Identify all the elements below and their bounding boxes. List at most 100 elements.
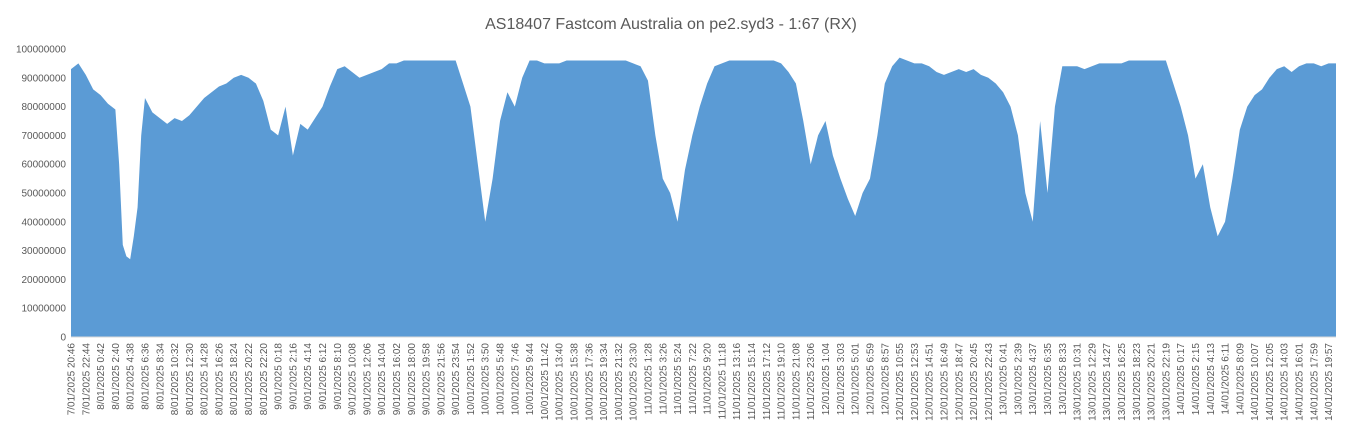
x-tick-label: 12/01/2025 20:45 [969, 343, 980, 421]
y-tick-label: 100000000 [16, 45, 66, 56]
x-tick-label: 11/01/2025 13:16 [732, 343, 743, 421]
x-tick-label: 11/01/2025 23:06 [806, 343, 817, 421]
x-tick-label: 9/01/2025 23:54 [451, 343, 462, 416]
x-tick-label: 8/01/2025 0:42 [96, 343, 107, 410]
x-tick-label: 14/01/2025 19:57 [1324, 343, 1335, 421]
x-tick-label: 11/01/2025 11:18 [717, 343, 728, 420]
y-tick-label: 10000000 [22, 304, 67, 315]
x-tick-label: 13/01/2025 2:39 [1013, 343, 1024, 416]
x-tick-label: 13/01/2025 4:37 [1028, 343, 1039, 416]
x-tick-label: 9/01/2025 4:14 [303, 343, 314, 410]
x-tick-label: 14/01/2025 16:01 [1295, 343, 1306, 421]
x-tick-label: 13/01/2025 20:21 [1147, 343, 1158, 421]
x-tick-label: 9/01/2025 12:06 [362, 343, 373, 416]
x-tick-label: 12/01/2025 16:49 [939, 343, 950, 421]
x-tick-label: 10/01/2025 13:40 [555, 343, 566, 421]
x-tick-label: 8/01/2025 14:28 [200, 343, 211, 416]
x-tick-label: 9/01/2025 6:12 [318, 343, 329, 410]
x-tick-label: 12/01/2025 10:55 [895, 343, 906, 421]
x-tick-label: 14/01/2025 0:17 [1176, 343, 1187, 416]
y-tick-label: 60000000 [22, 160, 67, 171]
y-tick-label: 20000000 [22, 275, 67, 286]
x-tick-label: 8/01/2025 12:30 [185, 343, 196, 416]
x-tick-label: 11/01/2025 17:12 [762, 343, 773, 421]
x-tick-label: 14/01/2025 6:11 [1221, 343, 1232, 415]
x-tick-label: 9/01/2025 10:08 [348, 343, 359, 416]
x-tick-label: 14/01/2025 8:09 [1235, 343, 1246, 416]
x-tick-label: 11/01/2025 21:08 [791, 343, 802, 421]
x-tick-label: 13/01/2025 10:31 [1073, 343, 1084, 421]
x-tick-label: 13/01/2025 16:25 [1117, 343, 1128, 421]
x-tick-label: 9/01/2025 2:16 [288, 343, 299, 410]
x-tick-label: 12/01/2025 1:04 [821, 343, 832, 416]
plot-area [71, 57, 1336, 337]
x-tick-label: 8/01/2025 16:26 [214, 343, 225, 416]
x-tick-label: 13/01/2025 6:35 [1043, 343, 1054, 416]
series-area [71, 57, 1336, 337]
x-tick-label: 13/01/2025 0:41 [999, 343, 1010, 416]
x-tick-label: 13/01/2025 8:33 [1058, 343, 1069, 416]
x-tick-label: 8/01/2025 18:24 [229, 343, 240, 416]
x-tick-label: 12/01/2025 3:03 [836, 343, 847, 416]
x-tick-label: 10/01/2025 11:42 [540, 343, 551, 421]
x-tick-label: 12/01/2025 12:53 [910, 343, 921, 421]
x-tick-label: 14/01/2025 14:03 [1280, 343, 1291, 421]
x-tick-label: 9/01/2025 0:18 [274, 343, 285, 410]
x-tick-label: 8/01/2025 2:40 [111, 343, 122, 410]
x-tick-label: 8/01/2025 22:20 [259, 343, 270, 416]
x-tick-label: 10/01/2025 21:32 [614, 343, 625, 421]
x-tick-label: 13/01/2025 12:29 [1087, 343, 1098, 421]
x-tick-label: 10/01/2025 15:38 [569, 343, 580, 421]
x-tick-label: 10/01/2025 23:30 [629, 343, 640, 421]
x-tick-label: 10/01/2025 5:48 [496, 343, 507, 416]
x-tick-label: 10/01/2025 9:44 [525, 343, 536, 416]
x-tick-label: 13/01/2025 22:19 [1161, 343, 1172, 421]
x-tick-label: 11/01/2025 15:14 [747, 343, 758, 421]
x-tick-label: 14/01/2025 10:07 [1250, 343, 1261, 421]
x-axis: 7/01/2025 20:46 7/01/2025 22:44 8/01/2025 … [67, 343, 1336, 421]
x-tick-label: 11/01/2025 19:10 [777, 343, 788, 421]
y-tick-label: 50000000 [22, 189, 67, 200]
x-tick-label: 14/01/2025 17:59 [1309, 343, 1320, 421]
x-tick-label: 13/01/2025 18:23 [1132, 343, 1143, 421]
x-tick-label: 11/01/2025 5:24 [673, 343, 684, 415]
x-tick-label: 14/01/2025 12:05 [1265, 343, 1276, 421]
x-tick-label: 12/01/2025 8:57 [880, 343, 891, 416]
x-tick-label: 14/01/2025 2:15 [1191, 343, 1202, 416]
x-tick-label: 8/01/2025 10:32 [170, 343, 181, 416]
x-tick-label: 11/01/2025 9:20 [703, 343, 714, 415]
x-tick-label: 14/01/2025 4:13 [1206, 343, 1217, 416]
y-tick-label: 90000000 [22, 73, 67, 84]
x-tick-label: 8/01/2025 20:22 [244, 343, 255, 416]
x-tick-label: 8/01/2025 8:34 [155, 343, 166, 410]
x-tick-label: 10/01/2025 17:36 [584, 343, 595, 421]
x-tick-label: 9/01/2025 14:04 [377, 343, 388, 416]
x-tick-label: 12/01/2025 6:59 [865, 343, 876, 416]
x-tick-label: 11/01/2025 1:28 [643, 343, 654, 415]
x-tick-label: 7/01/2025 22:44 [81, 343, 92, 416]
x-tick-label: 12/01/2025 5:01 [851, 343, 862, 416]
x-tick-label: 9/01/2025 8:10 [333, 343, 344, 410]
y-tick-label: 70000000 [22, 131, 67, 142]
y-tick-label: 80000000 [22, 102, 67, 113]
x-tick-label: 9/01/2025 16:02 [392, 343, 403, 416]
x-tick-label: 12/01/2025 18:47 [954, 343, 965, 421]
x-tick-label: 8/01/2025 4:38 [126, 343, 137, 410]
x-tick-label: 10/01/2025 19:34 [599, 343, 610, 421]
y-axis: 0 10000000 20000000 30000000 40000000 5000000… [16, 45, 67, 344]
x-tick-label: 9/01/2025 19:58 [422, 343, 433, 416]
y-tick-label: 40000000 [22, 217, 67, 228]
x-tick-label: 8/01/2025 6:36 [140, 343, 151, 410]
y-tick-label: 0 [60, 333, 66, 344]
x-tick-label: 12/01/2025 14:51 [925, 343, 936, 421]
x-tick-label: 10/01/2025 3:50 [481, 343, 492, 416]
x-tick-label: 9/01/2025 18:00 [407, 343, 418, 416]
x-tick-label: 12/01/2025 22:43 [984, 343, 995, 421]
y-tick-label: 30000000 [22, 246, 67, 257]
x-tick-label: 9/01/2025 21:56 [436, 343, 447, 416]
chart-title: AS18407 Fastcom Australia on pe2.syd3 - … [485, 16, 857, 33]
x-tick-label: 11/01/2025 7:22 [688, 343, 699, 415]
x-tick-label: 10/01/2025 1:52 [466, 343, 477, 416]
x-tick-label: 11/01/2025 3:26 [658, 343, 669, 415]
